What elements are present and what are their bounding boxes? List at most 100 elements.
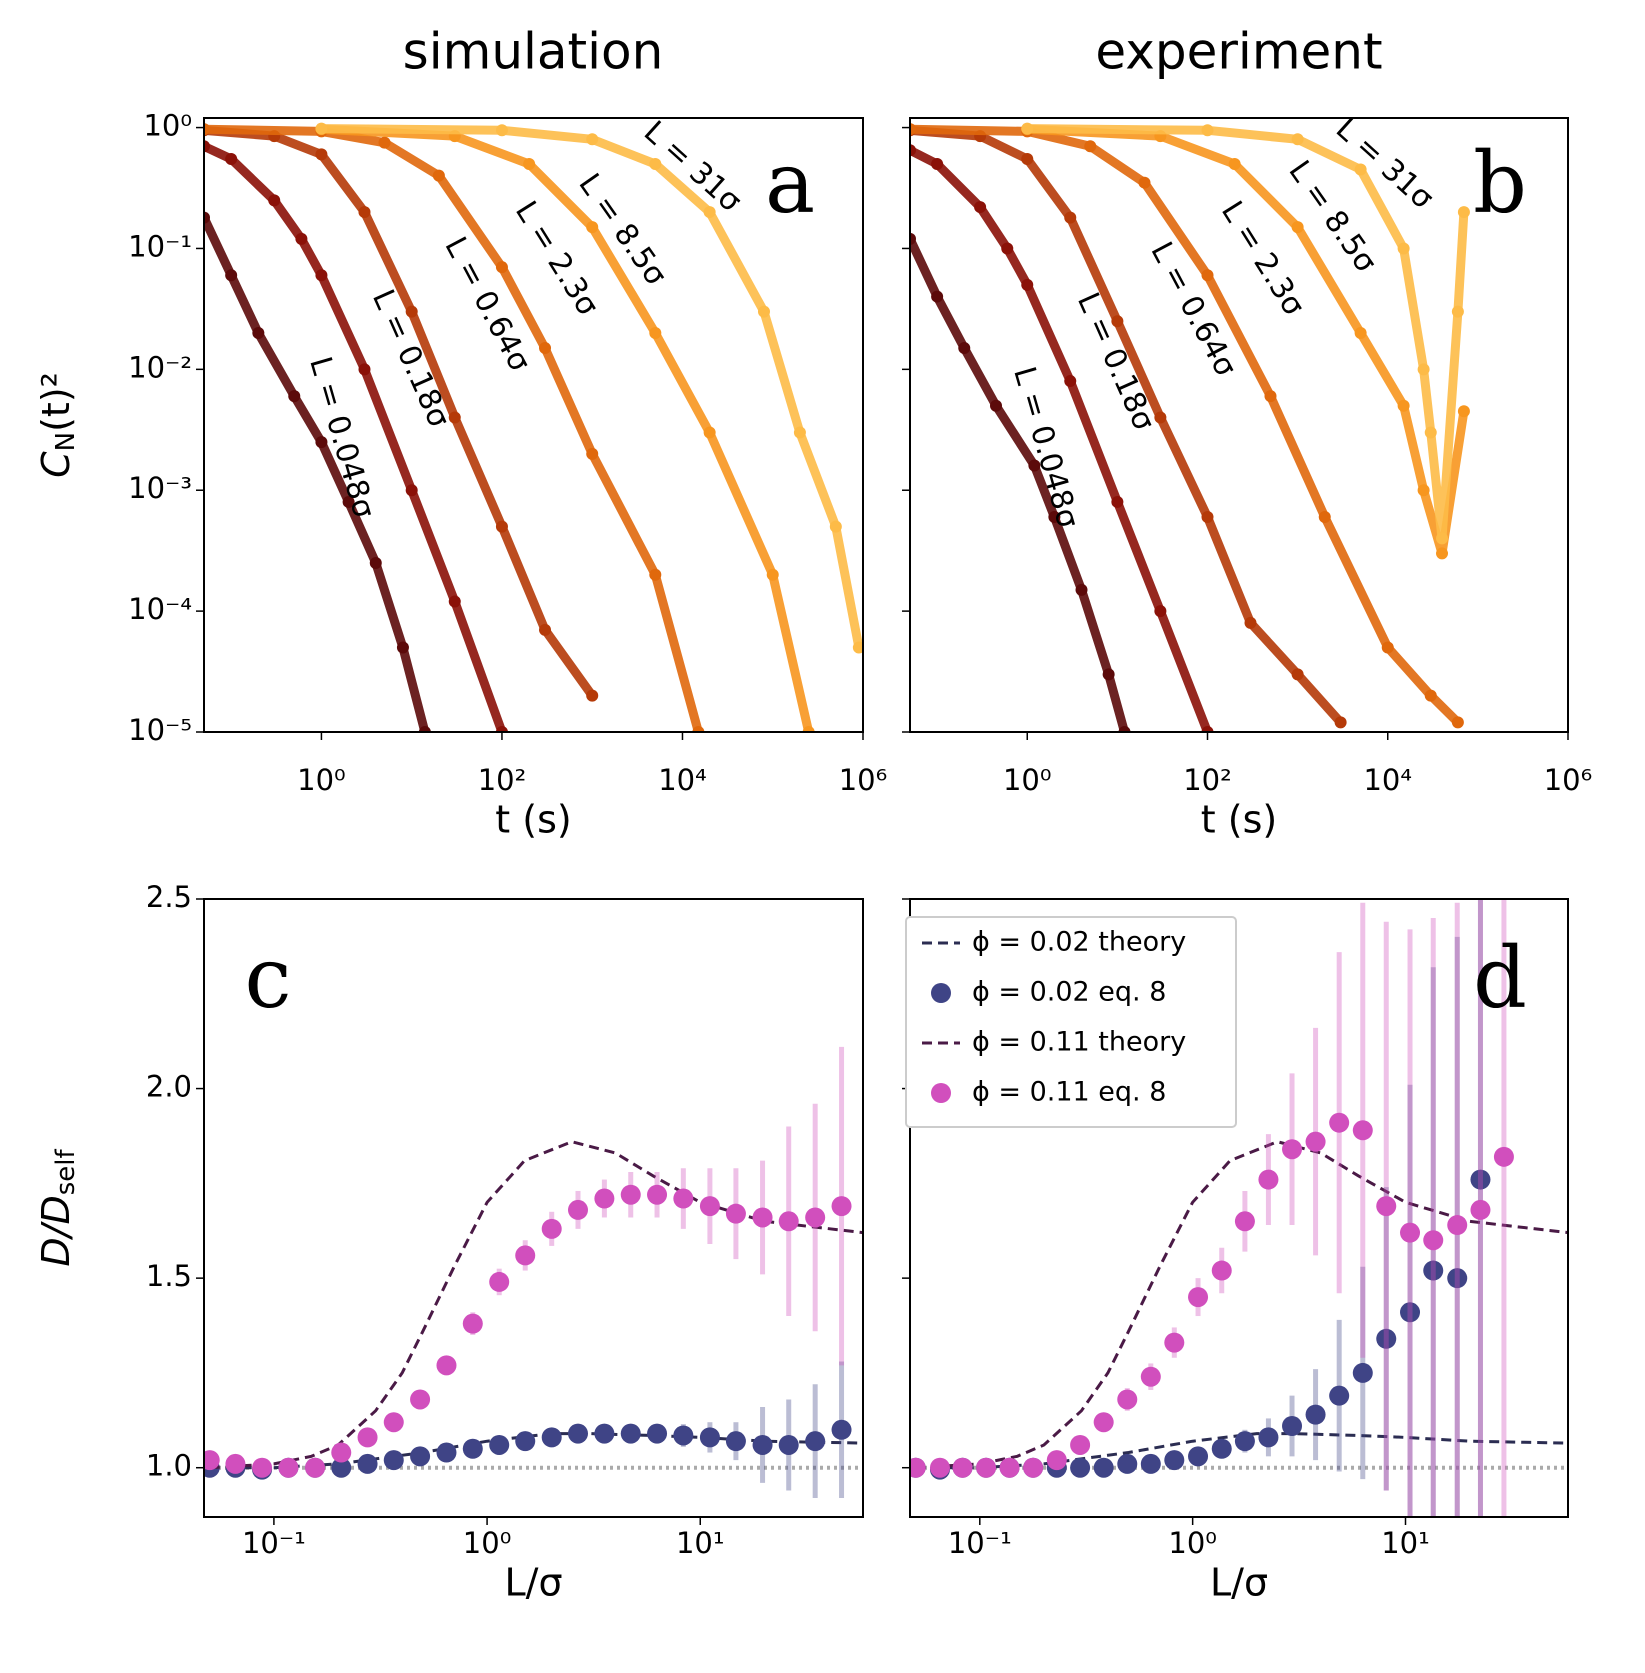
data-point [1470,1199,1491,1220]
data-point [594,1423,615,1444]
legend-label: ϕ = 0.11 eq. 8 [972,1077,1166,1108]
legend-swatch [931,983,951,1003]
data-point [1021,278,1034,291]
data-point [1417,484,1430,497]
data-point [1451,716,1464,729]
y-label-sub: N [51,432,81,451]
panel-title: simulation [403,23,664,81]
data-point [1424,689,1437,702]
data-point [1354,326,1367,339]
y-tick-label: 10⁻⁴ [128,592,192,626]
data-point [1023,1457,1044,1478]
x-tick-label: 10⁴ [658,763,707,797]
data-point [369,557,382,570]
data-point [1381,641,1394,654]
data-point [1291,221,1304,234]
y-axis-label: D/Dself [34,1149,81,1267]
data-point [1021,152,1034,165]
data-point [315,436,328,449]
data-point [204,1450,220,1471]
theory-line [915,1140,1568,1470]
data-point [1424,426,1437,439]
data-point [1102,668,1115,681]
x-tick-label: 10⁴ [1363,763,1412,797]
data-point [1211,1260,1232,1281]
data-point [278,1457,299,1478]
data-point [1305,1131,1326,1152]
data-point [288,390,301,403]
x-tick-label: 10¹ [1381,1526,1430,1560]
data-point [976,1457,997,1478]
data-point [1093,1412,1114,1433]
y-tick-label: 1.5 [146,1259,192,1293]
data-point [929,1457,950,1478]
data-point [725,1203,746,1224]
series-trace [1022,124,1469,543]
plot-area [910,122,1470,732]
data-point [1140,1366,1161,1387]
x-axis-label: t (s) [1201,798,1277,842]
data-point [1046,1450,1067,1471]
data-point [1001,242,1014,255]
data-point [647,1423,668,1444]
data-point [620,1184,641,1205]
data-point [1111,495,1124,508]
data-point [358,363,371,376]
data-point [1436,532,1449,545]
data-point [268,194,281,207]
data-point [1417,363,1430,376]
data-point [1070,1434,1091,1455]
data-point [1457,405,1470,418]
axes-frame [203,117,864,733]
data-point [204,211,210,224]
plot-area [204,1046,863,1499]
data-point [405,305,418,318]
data-point [305,1457,326,1478]
data-point [410,1446,431,1467]
data-point [541,1427,562,1448]
data-point [1291,133,1304,146]
panel-letter: d [1473,929,1527,1027]
data-point [1188,1446,1209,1467]
data-point [703,206,716,219]
data-point [448,595,461,608]
y-tick-label: 1.0 [146,1449,192,1483]
data-point [766,568,779,581]
data-point [829,520,842,533]
x-tick-label: 10² [478,763,527,797]
data-point [649,326,662,339]
data-point [331,1442,352,1463]
data-point [958,342,971,355]
data-point [1234,1211,1255,1232]
data-point [1070,1457,1091,1478]
data-point [805,1207,826,1228]
series-trace [910,125,1346,727]
data-point [495,261,508,274]
data-point [974,201,987,214]
data-point [1021,122,1034,135]
data-point [586,133,599,146]
data-point [541,1218,562,1239]
data-point [295,232,308,245]
x-axis-label: L/σ [1210,1561,1268,1605]
data-point [252,1457,273,1478]
legend-label: ϕ = 0.02 theory [972,927,1186,958]
data-point [778,1434,799,1455]
data-point [1154,605,1167,618]
data-point [568,1199,589,1220]
data-point [1028,459,1041,472]
legend-label: ϕ = 0.11 theory [972,1027,1186,1058]
data-point [1244,616,1257,629]
data-point [952,1457,973,1478]
data-point [396,641,409,654]
data-point [1436,547,1449,560]
x-tick-label: 10¹ [676,1526,725,1560]
data-point [910,144,916,157]
data-point [1154,411,1167,424]
data-point [1138,176,1151,189]
data-point [436,1442,457,1463]
data-point [1258,1427,1279,1448]
data-point [752,1434,773,1455]
data-point [1400,1302,1421,1323]
data-point [699,1196,720,1217]
